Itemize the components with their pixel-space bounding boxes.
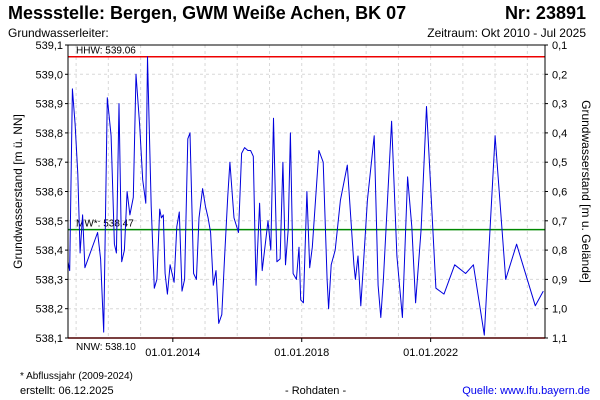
y-tick-label: 539,0 (35, 69, 63, 81)
y-tick-label: 538,7 (35, 157, 63, 169)
y2-tick-label: 0,8 (552, 245, 567, 257)
y2-tick-label: 0,9 (552, 274, 567, 286)
y2-tick-label: 0,7 (552, 216, 567, 228)
y-tick-label: 538,2 (35, 304, 63, 316)
y-tick-label: 538,9 (35, 99, 63, 111)
y-tick-label: 538,3 (35, 274, 63, 286)
y2-tick-label: 0,6 (552, 187, 567, 199)
y2-tick-label: 0,4 (552, 128, 567, 140)
y2-tick-label: 1,0 (552, 304, 567, 316)
page-title: Messstelle: Bergen, GWM Weiße Achen, BK … (8, 3, 407, 23)
ref-label-nnw: NNW: 538.10 (76, 342, 136, 353)
station-number: Nr: 23891 (504, 3, 586, 23)
y-axis-title: Grundwasserstand [m ü. NN] (11, 114, 25, 269)
aquifer-label: Grundwasserleiter: (8, 26, 109, 40)
ref-label-hhw: HHW: 539.06 (76, 46, 136, 57)
y-tick-label: 538,8 (35, 128, 63, 140)
data-type-label: - Rohdaten - (285, 385, 347, 397)
y-tick-label: 538,4 (35, 245, 63, 257)
y-tick-label: 538,6 (35, 187, 63, 199)
y2-axis-title: Grundwasserstand [m u. Gelände] (579, 100, 593, 283)
x-tick-label: 01.01.2018 (274, 347, 329, 359)
series-line (67, 56, 544, 336)
x-tick-label: 01.01.2022 (403, 347, 458, 359)
y-tick-label: 539,1 (35, 40, 63, 52)
y2-tick-label: 0,2 (552, 69, 567, 81)
y-tick-label: 538,5 (35, 216, 63, 228)
y2-tick-label: 1,1 (552, 333, 567, 345)
y-tick-label: 538,1 (35, 333, 63, 345)
created-date: erstellt: 06.12.2025 (20, 385, 114, 397)
footnote: * Abflussjahr (2009-2024) (20, 371, 133, 382)
source-link[interactable]: Quelle: www.lfu.bayern.de (462, 385, 590, 397)
y2-tick-label: 0,5 (552, 157, 567, 169)
x-tick-label: 01.01.2014 (145, 347, 200, 359)
y2-tick-label: 0,1 (552, 40, 567, 52)
y2-tick-label: 0,3 (552, 99, 567, 111)
period-label: Zeitraum: Okt 2010 - Jul 2025 (427, 26, 586, 40)
